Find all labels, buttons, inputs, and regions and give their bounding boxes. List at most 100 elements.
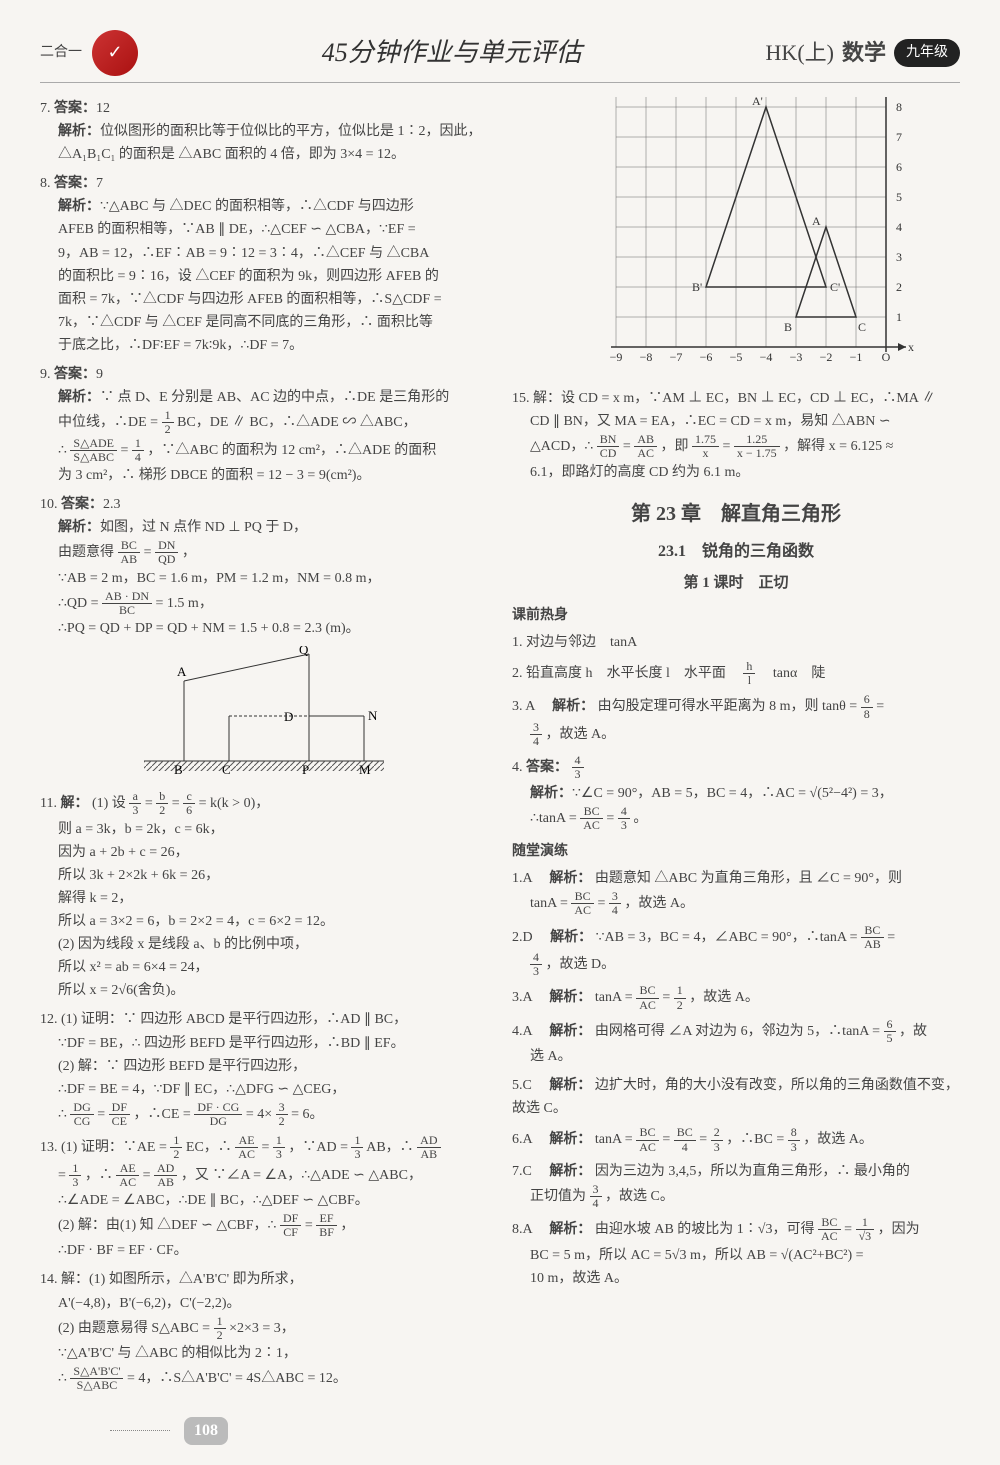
svg-text:6: 6 <box>896 160 902 174</box>
t: = k(k > 0)， <box>199 796 270 811</box>
l: 7k，∵△CDF 与 △CEF 是同高不同底的三角形，∴ 面积比等 <box>40 311 488 334</box>
solve-label: 解： <box>60 796 88 811</box>
svg-text:3: 3 <box>896 250 902 264</box>
header-title: 45分钟作业与单元评估 <box>322 32 582 75</box>
l: ∵△ABC 与 △DEC 的面积相等，∴△CDF 与四边形 <box>100 199 414 214</box>
l: 9，AB = 12，∴EF∶AB = 9∶12 = 3∶4，∴△CEF 与 △C… <box>40 242 488 265</box>
t: = <box>305 1218 313 1233</box>
t: ，故选 A。 <box>546 727 616 742</box>
q-num: 12. <box>40 1012 58 1027</box>
t: = <box>261 1140 269 1155</box>
q-num: 15. <box>512 391 530 406</box>
t: = <box>662 1132 670 1147</box>
answer-label: 答案： <box>54 367 96 382</box>
t: (1) 设 <box>92 796 126 811</box>
t: 铅直高度 h 水平长度 l 水平面 <box>526 666 740 681</box>
t: = 1.5 m， <box>156 596 213 611</box>
t: ，∴CE = <box>134 1107 191 1122</box>
svg-text:2: 2 <box>896 280 902 294</box>
svg-text:x: x <box>908 340 914 354</box>
fraction: ADAB <box>417 1134 440 1161</box>
t: 对边与邻边 tanA <box>526 635 637 650</box>
t: ， <box>182 545 196 560</box>
answer-value: 7 <box>96 176 103 191</box>
svg-text:4: 4 <box>896 220 902 234</box>
l: CD ∥ BN，又 MA = EA，∴EC = CD = x m，易知 △ABN… <box>512 410 960 433</box>
l: 所以 x² = ab = 6×4 = 24， <box>40 956 488 979</box>
t: ∴ <box>58 1107 67 1122</box>
l: 因为 a + 2b + c = 26， <box>40 841 488 864</box>
l: 解：(1) 如图所示，△A'B'C' 即为所求， <box>61 1272 303 1287</box>
explain-label: 解析： <box>530 786 572 801</box>
t: = <box>58 1167 66 1182</box>
answer-label: 答案： <box>54 101 96 116</box>
diagram-q10: A B C Q D N P M <box>134 646 394 784</box>
fraction: 13 <box>351 1134 363 1161</box>
fraction: BCAC <box>571 890 594 917</box>
t: ，因为 <box>878 1222 920 1237</box>
fraction: S△A'B'C'S△ABC <box>70 1365 123 1392</box>
practice-3: 3.A 解析： tanA = BCAC = 12 ，故选 A。 <box>512 984 960 1011</box>
explain-label: 解析： <box>58 199 100 214</box>
t: = <box>97 1107 105 1122</box>
t: ∴ <box>58 443 67 458</box>
t: = <box>145 796 153 811</box>
fraction: 32 <box>276 1101 288 1128</box>
l: 所以 x = 2√6(舍负)。 <box>40 979 488 1002</box>
t: AB，∴ <box>366 1140 413 1155</box>
fraction: DGCG <box>70 1101 93 1128</box>
t: 由网格可得 ∠A 对边为 6，邻边为 5，∴tanA = <box>595 1024 880 1039</box>
fraction: 68 <box>861 693 873 720</box>
question-8: 8. 答案：7 解析：∵△ABC 与 △DEC 的面积相等，∴△CDF 与四边形… <box>40 172 488 357</box>
fraction: a3 <box>129 790 141 817</box>
ans: A <box>523 871 546 886</box>
svg-text:M: M <box>359 762 371 776</box>
ans: A <box>523 1132 546 1147</box>
svg-text:−1: −1 <box>850 350 863 364</box>
svg-text:A': A' <box>752 97 763 108</box>
svg-text:5: 5 <box>896 190 902 204</box>
t: ，故选 C。 <box>605 1189 674 1204</box>
q-num: 6. <box>512 1132 523 1147</box>
answer-label: 答案： <box>54 176 96 191</box>
fraction: 1√3 <box>856 1216 875 1243</box>
l: 所以 a = 3×2 = 6，b = 2×2 = 4，c = 6×2 = 12。 <box>40 910 488 933</box>
fraction: 34 <box>590 1183 602 1210</box>
l: ∵DF = BE，∴ 四边形 BEFD 是平行四边形，∴BD ∥ EF。 <box>40 1032 488 1055</box>
l: 如图，过 N 点作 ND ⊥ PQ 于 D， <box>100 520 307 535</box>
l: ∵∠C = 90°，AB = 5，BC = 4，∴AC = √(5²−4²) =… <box>572 786 893 801</box>
coordinate-chart: −9−8−7−6−5−4−3−2−1O123456789xyA'B'C'ABC <box>556 97 916 375</box>
fraction: DFCE <box>109 1101 130 1128</box>
t: ∴ <box>58 1371 67 1386</box>
t: ×2×3 = 3， <box>229 1321 295 1336</box>
t: = <box>606 811 614 826</box>
fraction: ADAB <box>154 1162 177 1189</box>
svg-text:O: O <box>882 350 891 364</box>
q-num: 11. <box>40 796 57 811</box>
t: ，解得 x = 6.125 ≈ <box>783 439 893 454</box>
l: 的面积比 = 9∶16，设 △CEF 的面积为 9k，则四边形 AFEB 的 <box>40 265 488 288</box>
t: ，故 <box>899 1024 927 1039</box>
t: ，故选 D。 <box>546 957 616 972</box>
coord-chart-icon: −9−8−7−6−5−4−3−2−1O123456789xyA'B'C'ABC <box>556 97 916 367</box>
l: ∵△A'B'C' 与 △ABC 的相似比为 2∶1， <box>40 1342 488 1365</box>
svg-text:A: A <box>177 664 187 679</box>
t: = <box>887 930 895 945</box>
fraction: BCAC <box>580 805 603 832</box>
t: 由迎水坡 AB 的坡比为 1∶√3，可得 <box>595 1222 815 1237</box>
answer-value: 2.3 <box>103 497 121 512</box>
t: 中位线，∴DE = <box>58 415 158 430</box>
t: △ACD，∴ <box>530 439 593 454</box>
fraction: 12 <box>674 984 686 1011</box>
t: ∴tanA = <box>530 811 577 826</box>
ans: C <box>523 1078 546 1093</box>
explain-label: 解析： <box>549 1222 591 1237</box>
ans: A <box>523 1024 546 1039</box>
t: = <box>143 1167 151 1182</box>
svg-text:P: P <box>302 762 309 776</box>
page-number-badge: 108 <box>184 1417 228 1445</box>
svg-text:−5: −5 <box>730 350 743 364</box>
fraction: BNCD <box>597 433 620 460</box>
fraction: 83 <box>788 1126 800 1153</box>
l: 解：设 CD = x m，∵AM ⊥ EC，BN ⊥ EC，CD ⊥ EC，∴M… <box>533 391 936 406</box>
